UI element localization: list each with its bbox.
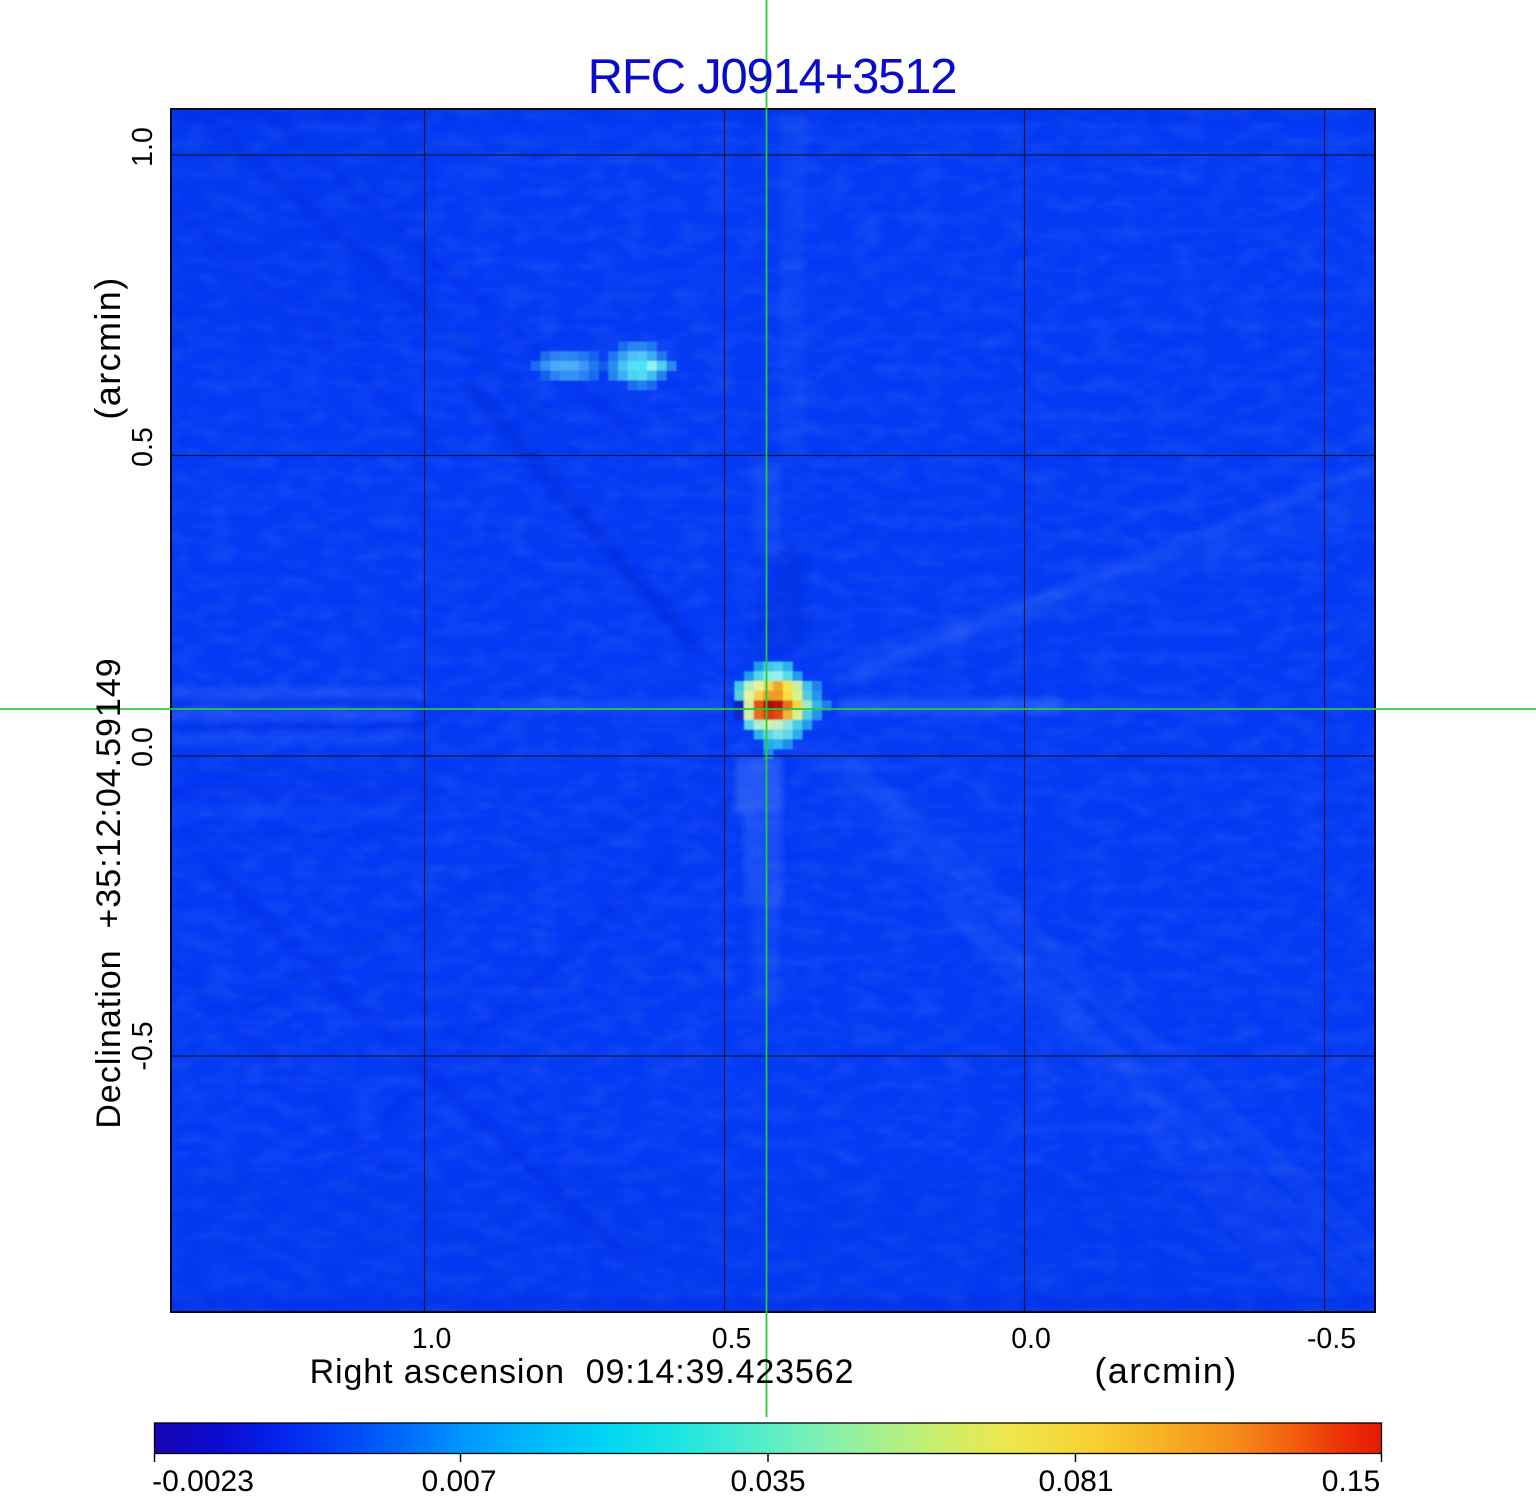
- svg-text:0.15: 0.15: [1322, 1465, 1380, 1498]
- svg-text:0.0: 0.0: [127, 727, 159, 767]
- svg-text:Declination +35:12:04.59149: Declination +35:12:04.59149: [90, 657, 128, 1128]
- svg-text:(arcmin): (arcmin): [87, 276, 128, 419]
- svg-text:0.035: 0.035: [730, 1465, 805, 1498]
- svg-text:1.0: 1.0: [412, 1323, 452, 1355]
- svg-text:0.5: 0.5: [127, 427, 159, 467]
- svg-text:(arcmin): (arcmin): [1094, 1350, 1237, 1391]
- svg-text:0.081: 0.081: [1038, 1465, 1113, 1498]
- svg-text:RFC J0914+3512: RFC J0914+3512: [588, 50, 957, 104]
- svg-text:-0.0023: -0.0023: [152, 1465, 254, 1498]
- svg-text:-0.5: -0.5: [1307, 1323, 1356, 1355]
- svg-text:1.0: 1.0: [127, 127, 159, 167]
- svg-text:0.0: 0.0: [1011, 1323, 1051, 1355]
- svg-text:0.5: 0.5: [712, 1323, 752, 1355]
- svg-text:Right ascension 09:14:39.4235: Right ascension 09:14:39.423562: [310, 1353, 855, 1391]
- svg-text:0.007: 0.007: [421, 1465, 496, 1498]
- svg-text:-0.5: -0.5: [127, 1021, 159, 1070]
